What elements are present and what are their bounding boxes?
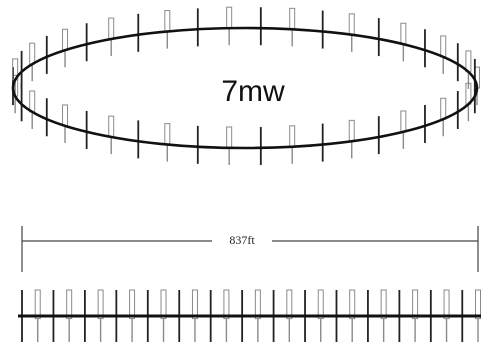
ring-turbine [348,13,355,52]
capacity-label: 7mw [221,75,285,108]
row-turbine [191,289,198,342]
row-turbine [160,289,167,342]
row-turbine [66,289,73,342]
ring-turbine [164,123,171,162]
row-turbine [254,289,261,342]
ring-ellipse [11,26,479,150]
dimension-line [21,226,479,272]
ring-turbine [400,110,407,149]
row-turbine [380,289,387,342]
row-turbine [286,289,293,342]
ring-turbine [348,119,355,159]
ring-turbine [400,22,407,62]
ring-turbine [108,17,115,57]
row-turbine [443,289,450,342]
ring-turbine [108,115,115,155]
row-turbine [34,289,41,342]
row-turbine [97,289,104,342]
ring-turbine [289,7,296,47]
ring-turbine [164,10,171,49]
distance-label: 837ft [212,232,272,248]
row-turbine [129,289,136,342]
row-turbine [223,289,230,342]
row-turbine [317,289,324,342]
ring-turbine [289,125,296,164]
ring-turbine [226,6,233,46]
ring-turbine [226,126,233,165]
row-turbine [349,289,356,342]
row-turbine [412,289,419,342]
